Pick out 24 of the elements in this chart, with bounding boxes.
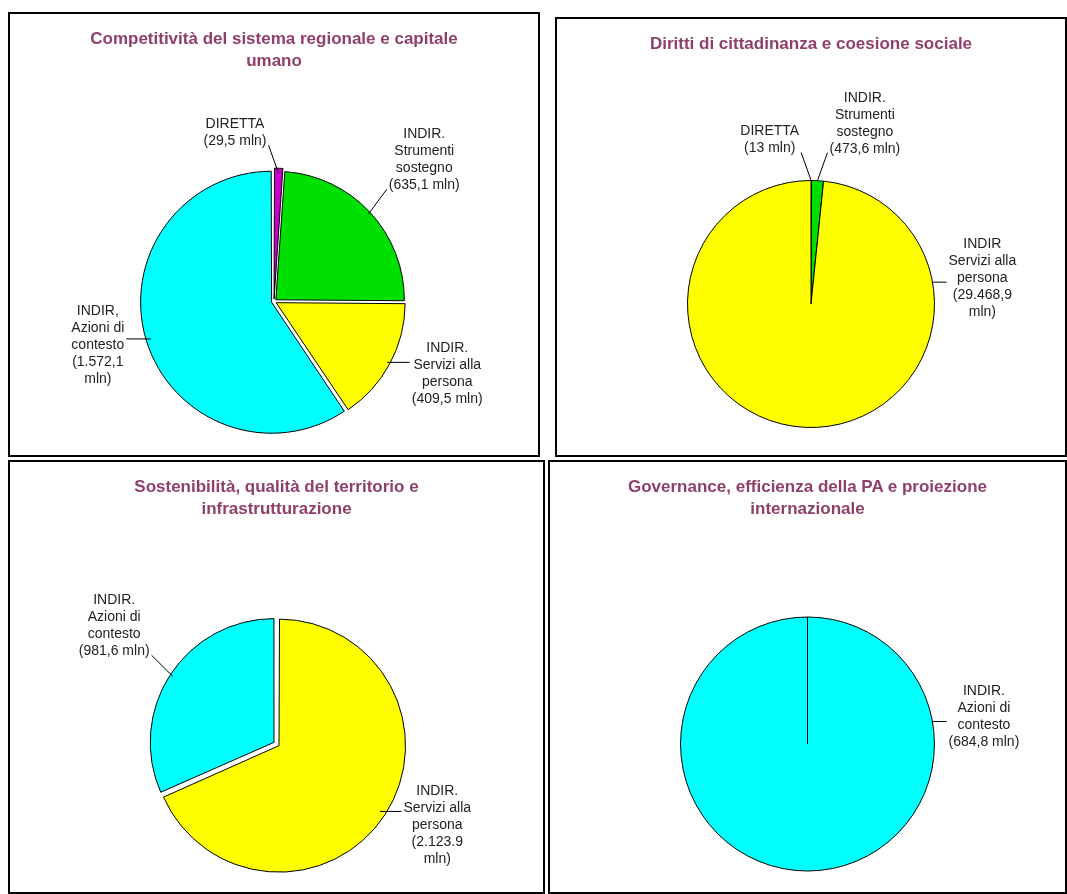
data-label: (684,8 mln): [948, 733, 1020, 750]
slice-label: INDIR. Azioni di contesto: [87, 591, 141, 642]
slice-label: INDIR Servizi alla persona: [948, 234, 1017, 285]
slice-label: INDIR. Strumenti sostegno: [834, 88, 895, 139]
data-label: (981,6 mln): [78, 642, 150, 659]
chart-title: Governance, efficienza della PA e proiezione internazionale: [627, 476, 988, 520]
chart-title: Sostenibilità, qualità del territorio e infrastrutturazione: [133, 476, 420, 520]
slice-label: INDIR. Azioni di contesto: [957, 682, 1011, 733]
data-label: (409,5 mln): [411, 390, 483, 407]
slice-label: INDIR. Servizi alla persona: [403, 782, 472, 833]
data-label: (29.468,9 mln): [952, 285, 1013, 319]
slice-label: INDIR. Strumenti sostegno: [394, 125, 455, 176]
chart-title: Competitività del sistema regionale e capitale umano: [89, 28, 459, 72]
slice-label: DIRETTA: [740, 122, 800, 139]
data-label: (13 mln): [744, 139, 796, 156]
slice-label: INDIR. Servizi alla persona: [413, 339, 482, 390]
slice-label: INDIR, Azioni di contesto: [71, 302, 125, 353]
slice-label: DIRETTA: [205, 114, 266, 131]
data-label: (1.572,1 mln): [72, 353, 124, 387]
data-label: (635,1 mln): [388, 176, 460, 193]
chart-title: Diritti di cittadinanza e coesione sociale: [648, 33, 974, 55]
data-label: (2.123.9 mln): [411, 833, 464, 867]
data-label: (29,5 mln): [203, 131, 267, 148]
data-label: (473,6 mln): [829, 139, 901, 156]
